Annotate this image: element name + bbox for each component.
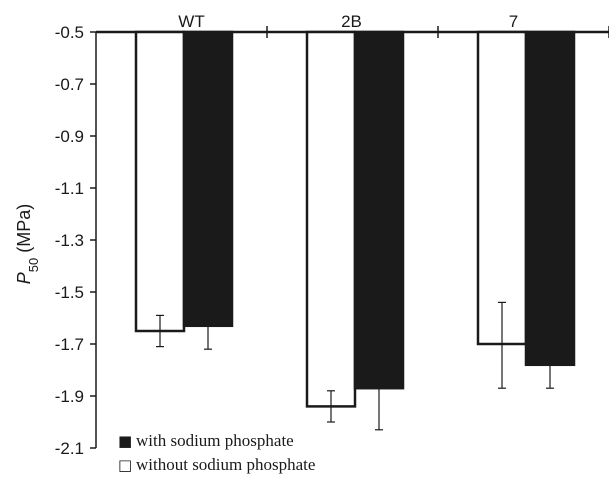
y-tick-label: -1.5 xyxy=(55,283,84,302)
bar xyxy=(305,30,357,408)
legend-entry: without sodium phosphate xyxy=(136,455,315,474)
legend-entry: with sodium phosphate xyxy=(136,431,294,450)
bar xyxy=(524,30,576,367)
y-tick-label: -1.7 xyxy=(55,335,84,354)
bar xyxy=(476,30,528,346)
legend-symbol: ■ xyxy=(118,432,132,450)
y-tick-label: -1.9 xyxy=(55,387,84,406)
y-tick-label: -0.9 xyxy=(55,127,84,146)
y-tick-label: -1.3 xyxy=(55,231,84,250)
y-tick-label: -0.5 xyxy=(55,23,84,42)
y-axis-label-main: P xyxy=(14,272,34,284)
category-labels: WT 2B 7 xyxy=(178,12,518,31)
category-label: 7 xyxy=(509,12,518,31)
y-axis-label-unit: (MPa) xyxy=(14,204,34,258)
y-tick-label: -1.1 xyxy=(55,179,84,198)
bar xyxy=(182,30,234,328)
y-axis-label-sub: 50 xyxy=(26,258,41,272)
y-tick-label: -0.7 xyxy=(55,75,84,94)
category-label: 2B xyxy=(341,12,362,31)
error-bars-group xyxy=(156,301,554,431)
category-label: WT xyxy=(178,12,204,31)
legend-symbol: □ xyxy=(118,456,132,474)
y-axis: -0.5 -0.7 -0.9 -1.1 -1.3 -1.5 -1.7 -1.9 -2.1 xyxy=(55,23,97,458)
legend: ■ with sodium phosphate□ without sodium ph… xyxy=(118,431,315,474)
bar xyxy=(353,30,405,390)
y-tick-label: -2.1 xyxy=(55,439,84,458)
bars-group xyxy=(134,30,576,408)
y-axis-label: P50 (MPa) xyxy=(14,204,41,284)
bar xyxy=(134,30,186,333)
